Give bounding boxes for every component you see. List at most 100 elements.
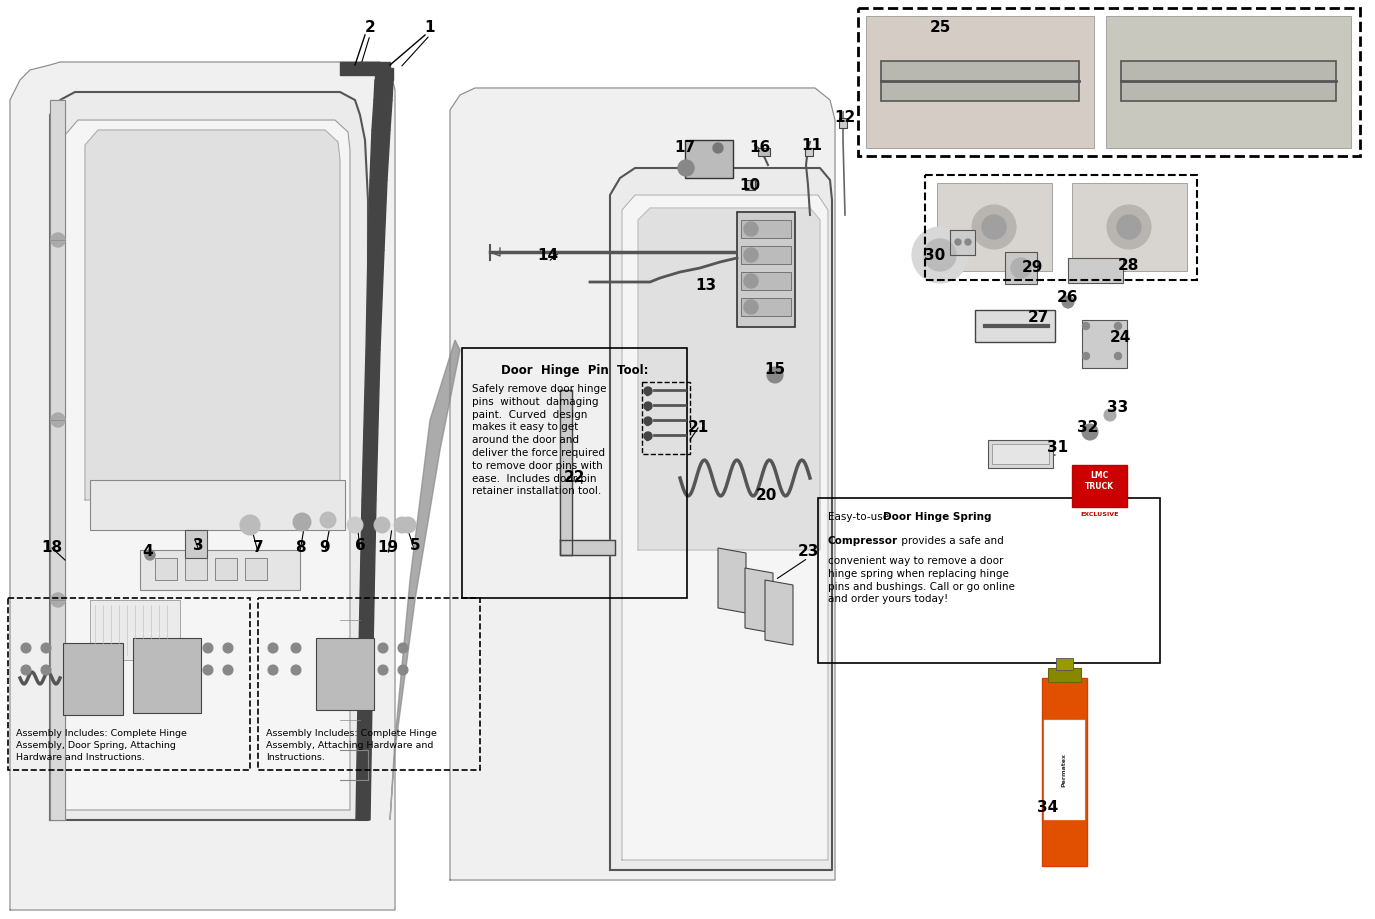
- Polygon shape: [450, 88, 835, 880]
- Bar: [8, 598, 250, 770]
- Circle shape: [204, 643, 213, 653]
- Text: 15: 15: [765, 362, 785, 378]
- Bar: [63, 643, 122, 715]
- Text: 11: 11: [802, 138, 822, 153]
- Bar: [462, 348, 688, 598]
- Text: provides a safe and: provides a safe and: [898, 536, 1004, 546]
- Polygon shape: [366, 250, 384, 350]
- Bar: [818, 498, 1160, 663]
- Circle shape: [223, 665, 232, 675]
- Circle shape: [144, 550, 155, 560]
- Circle shape: [744, 248, 758, 262]
- Text: 4: 4: [143, 544, 153, 560]
- Bar: [155, 558, 177, 580]
- Polygon shape: [560, 390, 572, 555]
- Circle shape: [378, 665, 388, 675]
- Text: 22: 22: [564, 471, 586, 485]
- Circle shape: [744, 222, 758, 236]
- Circle shape: [912, 227, 968, 283]
- Circle shape: [1116, 215, 1141, 239]
- Circle shape: [320, 512, 336, 528]
- Bar: [1082, 320, 1128, 368]
- Circle shape: [41, 643, 51, 653]
- Text: Easy-to-use: Easy-to-use: [828, 512, 892, 522]
- Circle shape: [400, 517, 417, 533]
- Bar: [214, 558, 236, 580]
- Circle shape: [204, 665, 213, 675]
- Text: 16: 16: [749, 141, 770, 155]
- Text: 18: 18: [41, 540, 62, 555]
- Bar: [1044, 720, 1085, 820]
- Text: 8: 8: [294, 540, 305, 555]
- Circle shape: [241, 515, 260, 535]
- Text: Door  Hinge  Pin  Tool:: Door Hinge Pin Tool:: [500, 364, 648, 377]
- Polygon shape: [375, 68, 393, 80]
- Bar: [186, 558, 208, 580]
- Text: 20: 20: [755, 487, 777, 503]
- Circle shape: [268, 643, 278, 653]
- Bar: [245, 558, 267, 580]
- Polygon shape: [950, 230, 975, 255]
- Polygon shape: [85, 130, 340, 500]
- Circle shape: [292, 665, 301, 675]
- Polygon shape: [646, 433, 648, 440]
- Text: 9: 9: [319, 540, 330, 555]
- Polygon shape: [638, 208, 820, 550]
- Bar: [758, 148, 770, 156]
- Bar: [1121, 61, 1336, 101]
- Text: 27: 27: [1027, 311, 1049, 325]
- Bar: [258, 598, 480, 770]
- Text: Door Hinge Spring: Door Hinge Spring: [883, 512, 991, 522]
- Text: 30: 30: [924, 247, 946, 263]
- Circle shape: [644, 417, 652, 425]
- Circle shape: [395, 517, 410, 533]
- Circle shape: [397, 643, 408, 653]
- Text: convenient way to remove a door
hinge spring when replacing hinge
pins and bushi: convenient way to remove a door hinge sp…: [828, 556, 1015, 605]
- Circle shape: [1082, 353, 1089, 359]
- Bar: [1068, 258, 1123, 283]
- Bar: [741, 220, 791, 238]
- Circle shape: [397, 665, 408, 675]
- Bar: [1056, 658, 1072, 670]
- Bar: [737, 212, 795, 327]
- Bar: [936, 183, 1052, 271]
- Circle shape: [924, 239, 956, 271]
- Text: 10: 10: [740, 177, 760, 192]
- Polygon shape: [765, 580, 793, 645]
- Circle shape: [714, 143, 723, 153]
- Text: 25: 25: [930, 20, 950, 36]
- Text: Assembly Includes: Complete Hinge
Assembly, Attaching Hardware and
Instructions.: Assembly Includes: Complete Hinge Assemb…: [265, 730, 437, 762]
- Text: Assembly Includes: Complete Hinge
Assembly, Door Spring, Attaching
Hardware and : Assembly Includes: Complete Hinge Assemb…: [16, 730, 187, 762]
- Circle shape: [293, 513, 311, 531]
- Bar: [140, 550, 300, 590]
- Text: 13: 13: [696, 278, 716, 292]
- Circle shape: [1115, 353, 1122, 359]
- Circle shape: [972, 205, 1016, 249]
- Circle shape: [51, 233, 65, 247]
- Text: 3: 3: [193, 538, 204, 552]
- Polygon shape: [646, 388, 648, 395]
- Circle shape: [744, 300, 758, 314]
- Text: 31: 31: [1048, 440, 1068, 456]
- Text: 21: 21: [688, 421, 708, 436]
- Text: 19: 19: [377, 540, 399, 555]
- Circle shape: [51, 413, 65, 427]
- Circle shape: [21, 665, 32, 675]
- Bar: [741, 298, 791, 316]
- Text: 23: 23: [798, 544, 818, 560]
- Text: 32: 32: [1077, 421, 1099, 436]
- Polygon shape: [49, 100, 65, 820]
- Bar: [1042, 678, 1088, 866]
- Circle shape: [678, 160, 694, 176]
- Bar: [316, 638, 374, 710]
- Circle shape: [1082, 323, 1089, 330]
- Polygon shape: [646, 418, 648, 425]
- Polygon shape: [65, 120, 351, 810]
- Polygon shape: [362, 350, 380, 500]
- Bar: [866, 16, 1094, 148]
- Polygon shape: [646, 403, 648, 410]
- Text: 17: 17: [674, 141, 696, 155]
- Bar: [975, 310, 1055, 342]
- Bar: [89, 600, 180, 660]
- Bar: [1048, 668, 1081, 682]
